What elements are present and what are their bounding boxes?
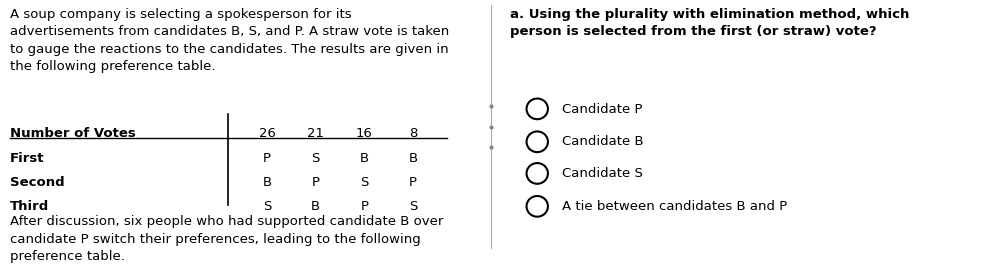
- Text: P: P: [361, 200, 369, 213]
- Text: P: P: [409, 176, 417, 189]
- Text: Third: Third: [10, 200, 49, 213]
- Text: P: P: [264, 152, 272, 165]
- Text: Candidate B: Candidate B: [562, 136, 644, 148]
- Text: S: S: [312, 152, 320, 165]
- Text: a. Using the plurality with elimination method, which
person is selected from th: a. Using the plurality with elimination …: [510, 8, 910, 38]
- Text: S: S: [360, 176, 369, 189]
- Text: 16: 16: [356, 127, 373, 140]
- Text: Second: Second: [10, 176, 64, 189]
- Text: Number of Votes: Number of Votes: [10, 127, 135, 140]
- Text: Candidate S: Candidate S: [562, 167, 643, 180]
- Text: B: B: [312, 200, 321, 213]
- Text: B: B: [263, 176, 272, 189]
- Text: After discussion, six people who had supported candidate B over
candidate P swit: After discussion, six people who had sup…: [10, 215, 443, 263]
- Text: 8: 8: [409, 127, 417, 140]
- Text: 21: 21: [308, 127, 325, 140]
- Text: Candidate P: Candidate P: [562, 103, 643, 116]
- Text: 26: 26: [259, 127, 276, 140]
- Text: P: P: [312, 176, 320, 189]
- Text: S: S: [409, 200, 417, 213]
- Text: B: B: [360, 152, 369, 165]
- Text: A soup company is selecting a spokesperson for its
advertisements from candidate: A soup company is selecting a spokespers…: [10, 8, 449, 73]
- Text: S: S: [263, 200, 272, 213]
- Text: First: First: [10, 152, 44, 165]
- Text: B: B: [409, 152, 418, 165]
- Text: A tie between candidates B and P: A tie between candidates B and P: [562, 200, 788, 213]
